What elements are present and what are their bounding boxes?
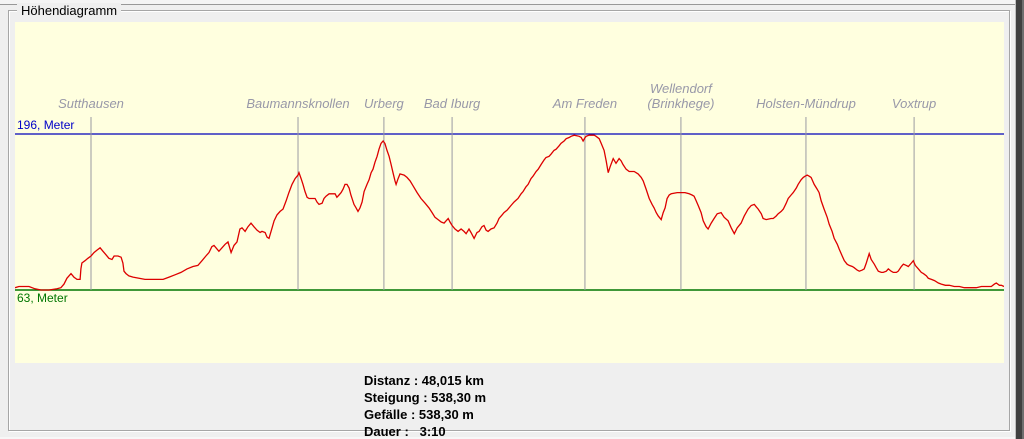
elevation-chart-canvas — [15, 117, 1004, 291]
marker-label: Am Freden — [552, 96, 618, 111]
window-edge-bottom — [0, 437, 1015, 439]
marker-label: Baumannsknollen — [246, 96, 350, 111]
marker-label: Wellendorf (Brinkhege) — [647, 81, 715, 111]
marker-label: Urberg — [364, 96, 404, 111]
window-edge-right — [1015, 0, 1024, 439]
elevation-chart: 196, Meter 63, Meter Sutthausen Baumannsk… — [15, 22, 1004, 363]
stat-dauer: Dauer : 3:10 — [364, 424, 446, 439]
stat-steigung: Steigung : 538,30 m — [364, 390, 487, 405]
route-stats: Distanz : 48,015 km Steigung : 538,30 m Ge… — [364, 372, 486, 439]
stat-distanz: Distanz : 48,015 km — [364, 373, 484, 388]
hoehendiagramm-groupbox: Höhendiagramm 196, Meter 63, Meter Sutth… — [8, 3, 1010, 439]
marker-label: Voxtrup — [891, 96, 937, 111]
window-edge-top — [0, 0, 1024, 5]
min-elevation-label: 63, Meter — [17, 291, 68, 305]
stat-gefaelle: Gefälle : 538,30 m — [364, 407, 474, 422]
marker-label: Sutthausen — [58, 96, 124, 111]
elevation-profile-line — [15, 134, 1004, 291]
groupbox-title: Höhendiagramm — [17, 3, 122, 18]
max-elevation-label: 196, Meter — [17, 118, 75, 132]
marker-label: Holsten-Mündrup — [756, 96, 856, 111]
marker-label: Bad Iburg — [423, 96, 481, 111]
